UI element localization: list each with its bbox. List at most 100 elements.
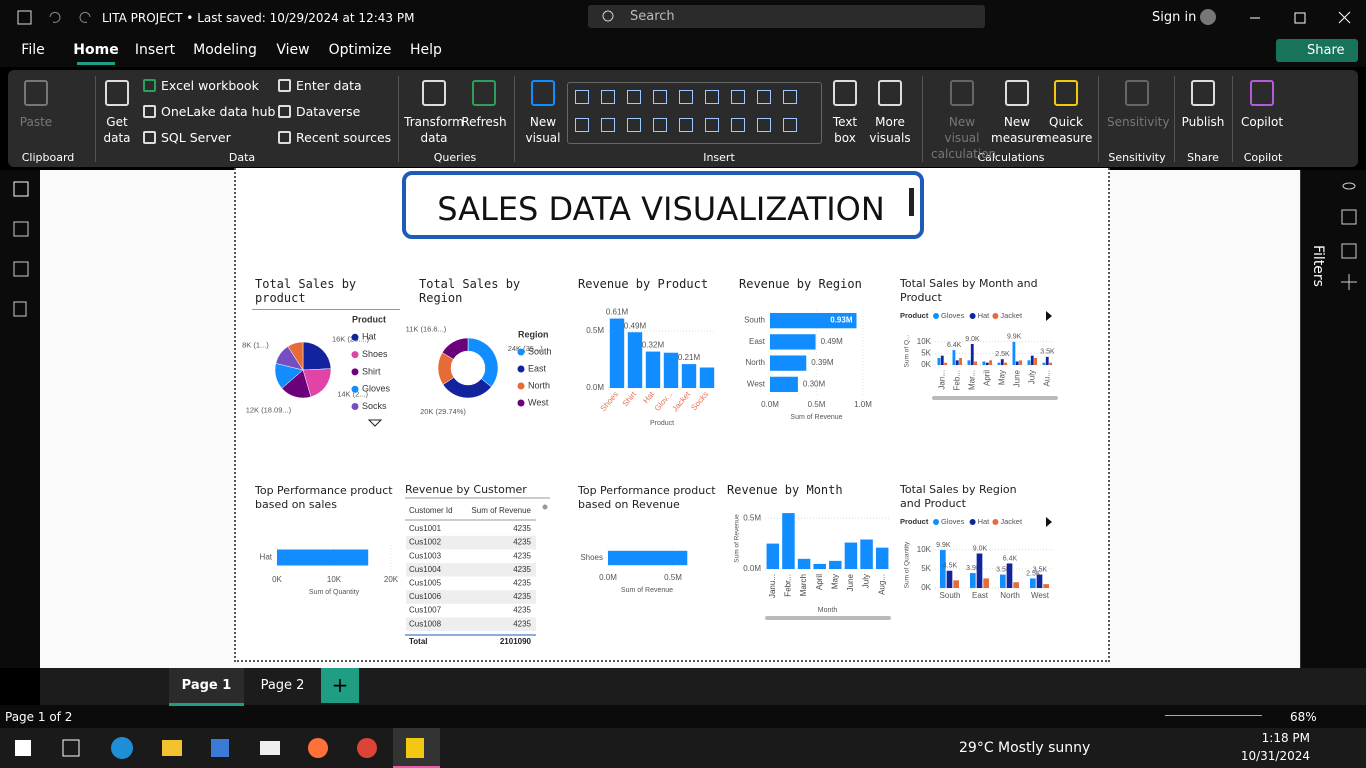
ribbon-button[interactable]: Sensitivity (1107, 115, 1170, 129)
ribbon-button[interactable]: New visual (525, 115, 561, 145)
zoom-level[interactable]: 68% (1290, 710, 1317, 724)
gallery-icon[interactable] (757, 90, 771, 104)
ribbon-button[interactable]: Enter data (296, 78, 362, 93)
ribbon-button[interactable]: New measure (991, 115, 1044, 145)
ribbon-button[interactable]: Publish (1181, 115, 1225, 129)
gallery-icon[interactable] (705, 90, 719, 104)
gallery-icon[interactable] (653, 90, 667, 104)
model-view[interactable] (13, 261, 29, 277)
ribbon-button[interactable]: SQL Server (161, 130, 231, 145)
page-tab[interactable]: Page 1 (169, 668, 244, 706)
ribbon-button[interactable]: Excel workbook (161, 78, 259, 93)
maximize[interactable] (1294, 12, 1306, 24)
gallery-icon[interactable] (783, 90, 797, 104)
gallery-icon[interactable] (731, 90, 745, 104)
ribbon-group-label: Clipboard (21, 151, 75, 164)
gallery-icon[interactable] (679, 118, 693, 132)
visual-gallery[interactable] (567, 82, 822, 144)
edge-icon[interactable] (111, 737, 133, 759)
menu-item[interactable]: Help (410, 42, 442, 58)
firefox-icon[interactable] (308, 738, 328, 758)
ribbon-group-label: Share (1187, 151, 1219, 164)
view-icons (13, 181, 29, 317)
clock-date[interactable]: 10/31/2024 (1240, 749, 1310, 763)
gallery-icon[interactable] (783, 118, 797, 132)
page-tab[interactable]: Page 2 (260, 678, 305, 693)
undo-icon[interactable] (49, 11, 61, 23)
ribbon-button[interactable]: Recent sources (296, 130, 392, 145)
ribbon-button[interactable]: Text box (832, 115, 858, 145)
filters-pane-label[interactable]: Filters (1310, 245, 1326, 287)
ribbon-button[interactable]: Refresh (461, 115, 507, 129)
visual-title: Revenue by Region (739, 277, 862, 291)
report-page (234, 168, 1110, 662)
visual-title: Total Sales by product (255, 277, 357, 305)
ribbon-button-icon (1250, 80, 1274, 106)
data-pane[interactable] (1342, 182, 1356, 190)
start-button[interactable] (15, 740, 31, 756)
ribbon-button[interactable]: Dataverse (296, 104, 361, 119)
zoom-slider[interactable] (1165, 715, 1262, 716)
menu-item[interactable]: Insert (134, 42, 176, 58)
ribbon-button-icon (278, 105, 291, 118)
ribbon-button[interactable]: OneLake data hub (161, 104, 276, 119)
page-tabs-bar (40, 668, 1366, 705)
menu-item[interactable]: File (21, 42, 45, 58)
gallery-icon[interactable] (679, 90, 693, 104)
visual-pane[interactable] (1341, 209, 1357, 225)
dax-view[interactable] (13, 301, 27, 317)
visual-title: Revenue by Month (727, 483, 843, 497)
avatar[interactable] (1200, 9, 1216, 25)
ribbon-separator (398, 76, 399, 162)
ribbon-button[interactable]: More visuals (869, 115, 911, 145)
gallery-icon[interactable] (575, 90, 589, 104)
mail-icon[interactable] (260, 741, 280, 755)
add-pane[interactable] (1341, 274, 1357, 290)
gallery-icon[interactable] (627, 90, 641, 104)
sign-in[interactable]: Sign in (1152, 10, 1197, 25)
clock-time[interactable]: 1:18 PM (1261, 731, 1310, 745)
add-page[interactable]: + (321, 668, 359, 703)
save-icon[interactable] (17, 10, 32, 25)
task-view[interactable] (62, 739, 80, 757)
format-pane[interactable] (1341, 243, 1357, 259)
gallery-icon[interactable] (757, 118, 771, 132)
search-box[interactable] (588, 5, 985, 28)
search-placeholder: Search (630, 9, 675, 24)
ribbon-group-label: Insert (703, 151, 735, 164)
gallery-icon[interactable] (601, 90, 615, 104)
visual-title: Total Sales by Region (419, 277, 521, 305)
redo-icon[interactable] (79, 11, 91, 23)
share-button[interactable] (1276, 39, 1358, 62)
report-view[interactable] (13, 181, 29, 197)
table-view[interactable] (13, 221, 29, 237)
ribbon-button[interactable]: Transform data (404, 115, 464, 145)
gallery-icon[interactable] (601, 118, 615, 132)
ribbon-button-icon (105, 80, 129, 106)
gallery-icon[interactable] (627, 118, 641, 132)
menu-item[interactable]: Optimize (328, 42, 392, 58)
ribbon-button[interactable]: Get data (103, 115, 131, 145)
menu-item[interactable]: Home (73, 42, 119, 58)
ribbon-group-label: Calculations (977, 151, 1045, 164)
ribbon-button-icon (833, 80, 857, 106)
store-icon[interactable] (211, 739, 229, 757)
chrome-icon[interactable] (357, 738, 377, 758)
ribbon-button-icon (1125, 80, 1149, 106)
gallery-icon[interactable] (731, 118, 745, 132)
gallery-icon[interactable] (575, 118, 589, 132)
ribbon-separator (1174, 76, 1175, 162)
gallery-icon[interactable] (705, 118, 719, 132)
explorer-icon[interactable] (162, 740, 182, 756)
gallery-icon[interactable] (653, 118, 667, 132)
ribbon-separator (1232, 76, 1233, 162)
ribbon-button[interactable]: New visual calculation (931, 115, 997, 161)
menu-item[interactable]: View (276, 42, 310, 58)
close[interactable] (1338, 11, 1351, 24)
ribbon-button[interactable]: Quick measure (1040, 115, 1093, 145)
ribbon-button[interactable]: Copilot (1240, 115, 1284, 129)
menu-item[interactable]: Modeling (193, 42, 257, 58)
ribbon-button[interactable]: Paste (19, 115, 53, 129)
document-title: LITA PROJECT • Last saved: 10/29/2024 at… (102, 11, 415, 25)
weather[interactable]: 29°C Mostly sunny (959, 740, 1091, 756)
